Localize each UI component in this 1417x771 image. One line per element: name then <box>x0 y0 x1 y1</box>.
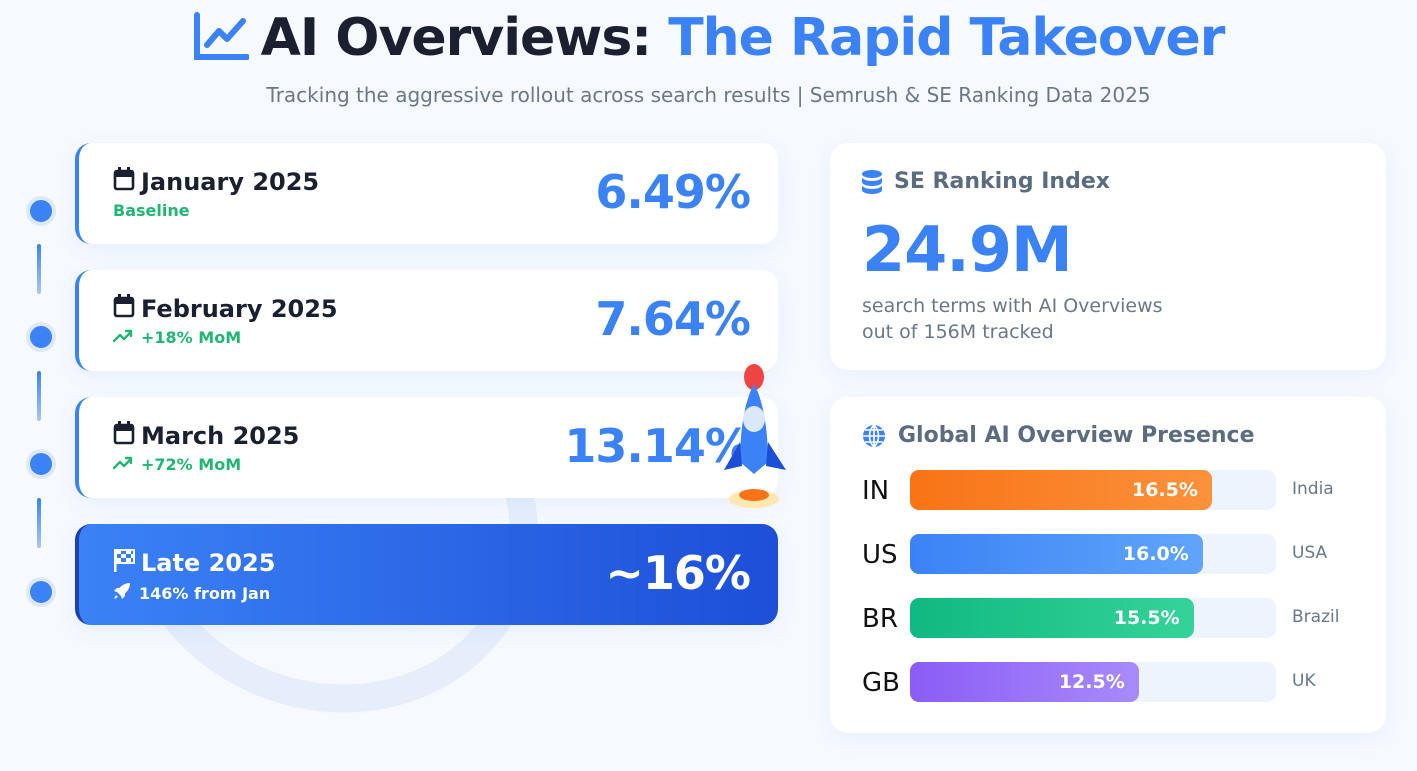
card-period: January 2025 <box>141 168 320 196</box>
card-sub: +18% MoM <box>112 328 242 347</box>
timeline-line <box>37 371 41 421</box>
country-row-gb: GB 12.5% UK <box>862 662 1362 702</box>
bar-fill: 15.5% <box>910 598 1194 638</box>
trend-up-icon <box>112 328 133 347</box>
se-ranking-card: SE Ranking Index 24.9M search terms with… <box>830 143 1386 370</box>
bar-fill: 12.5% <box>910 662 1139 702</box>
se-ranking-title: SE Ranking Index <box>894 169 1110 194</box>
chart-line-icon <box>193 12 250 60</box>
card-label: March 2025 <box>113 421 299 451</box>
card-label: Late 2025 <box>113 548 275 578</box>
card-label: February 2025 <box>113 294 338 324</box>
country-row-us: US 16.0% USA <box>862 534 1362 574</box>
flag-checkered-icon <box>113 548 135 578</box>
bar-fill: 16.5% <box>910 470 1212 510</box>
se-ranking-description: search terms with AI Overviews out of 15… <box>862 293 1202 345</box>
card-period: Late 2025 <box>141 549 276 577</box>
rocket-illustration <box>724 364 786 508</box>
country-code: US <box>862 540 898 570</box>
timeline-dot <box>26 577 56 607</box>
country-row-br: BR 15.5% Brazil <box>862 598 1362 638</box>
bar-track: 12.5% <box>910 662 1276 702</box>
timeline-card-3: March 2025 +72% MoM 13.14% <box>75 397 778 498</box>
subtitle: Tracking the aggressive rollout across s… <box>266 83 1151 107</box>
card-period: February 2025 <box>141 295 338 323</box>
bar-fill: 16.0% <box>910 534 1203 574</box>
title-accent: The Rapid Takeover <box>668 8 1225 68</box>
calendar-icon <box>113 294 135 324</box>
card-change: Baseline <box>113 201 190 220</box>
card-change: 146% from Jan <box>139 583 271 603</box>
card-sub: 146% from Jan <box>113 582 270 604</box>
country-code: IN <box>862 476 890 506</box>
country-name: UK <box>1292 671 1316 691</box>
se-ranking-header: SE Ranking Index <box>862 169 1110 194</box>
card-value: 7.64% <box>595 292 751 346</box>
timeline-dot <box>26 449 56 479</box>
card-value: ~16% <box>605 546 751 600</box>
bar-track: 16.5% <box>910 470 1276 510</box>
global-presence-title: Global AI Overview Presence <box>898 423 1255 448</box>
title-main: AI Overviews: <box>260 8 652 68</box>
card-value: 6.49% <box>595 165 751 219</box>
trend-up-icon <box>112 455 133 474</box>
card-sub: +72% MoM <box>112 455 242 474</box>
card-value: 13.14% <box>564 419 751 473</box>
calendar-icon <box>113 421 135 451</box>
bar-track: 15.5% <box>910 598 1276 638</box>
database-icon <box>862 169 882 194</box>
desc-line-2: out of 156M tracked <box>862 321 1054 343</box>
card-label: January 2025 <box>113 167 319 197</box>
desc-line-1: search terms with AI Overviews <box>862 295 1163 317</box>
card-change: +72% MoM <box>141 455 242 474</box>
country-name: USA <box>1292 543 1328 563</box>
timeline-card-2: February 2025 +18% MoM 7.64% <box>75 270 778 371</box>
card-period: March 2025 <box>141 422 300 450</box>
country-code: BR <box>862 604 898 634</box>
country-row-in: IN 16.5% India <box>862 470 1362 510</box>
timeline-line <box>37 244 41 294</box>
timeline-dot <box>26 322 56 352</box>
timeline-card-1: January 2025 Baseline 6.49% <box>75 143 778 244</box>
card-change: +18% MoM <box>141 328 242 347</box>
page-title: AI Overviews: The Rapid Takeover <box>0 8 1417 68</box>
card-sub: Baseline <box>113 201 190 220</box>
globe-icon <box>863 423 885 448</box>
country-name: Brazil <box>1292 607 1340 627</box>
se-ranking-value: 24.9M <box>862 213 1073 286</box>
country-code: GB <box>862 668 900 698</box>
timeline-dot <box>26 196 56 226</box>
bar-track: 16.0% <box>910 534 1276 574</box>
global-presence-header: Global AI Overview Presence <box>862 423 1255 448</box>
calendar-icon <box>113 167 135 197</box>
global-presence-card: Global AI Overview Presence IN 16.5% Ind… <box>830 397 1386 733</box>
timeline-line <box>37 498 41 548</box>
country-name: India <box>1292 479 1334 499</box>
rocket-icon <box>113 582 131 604</box>
timeline-card-4: Late 2025 146% from Jan ~16% <box>75 524 778 625</box>
